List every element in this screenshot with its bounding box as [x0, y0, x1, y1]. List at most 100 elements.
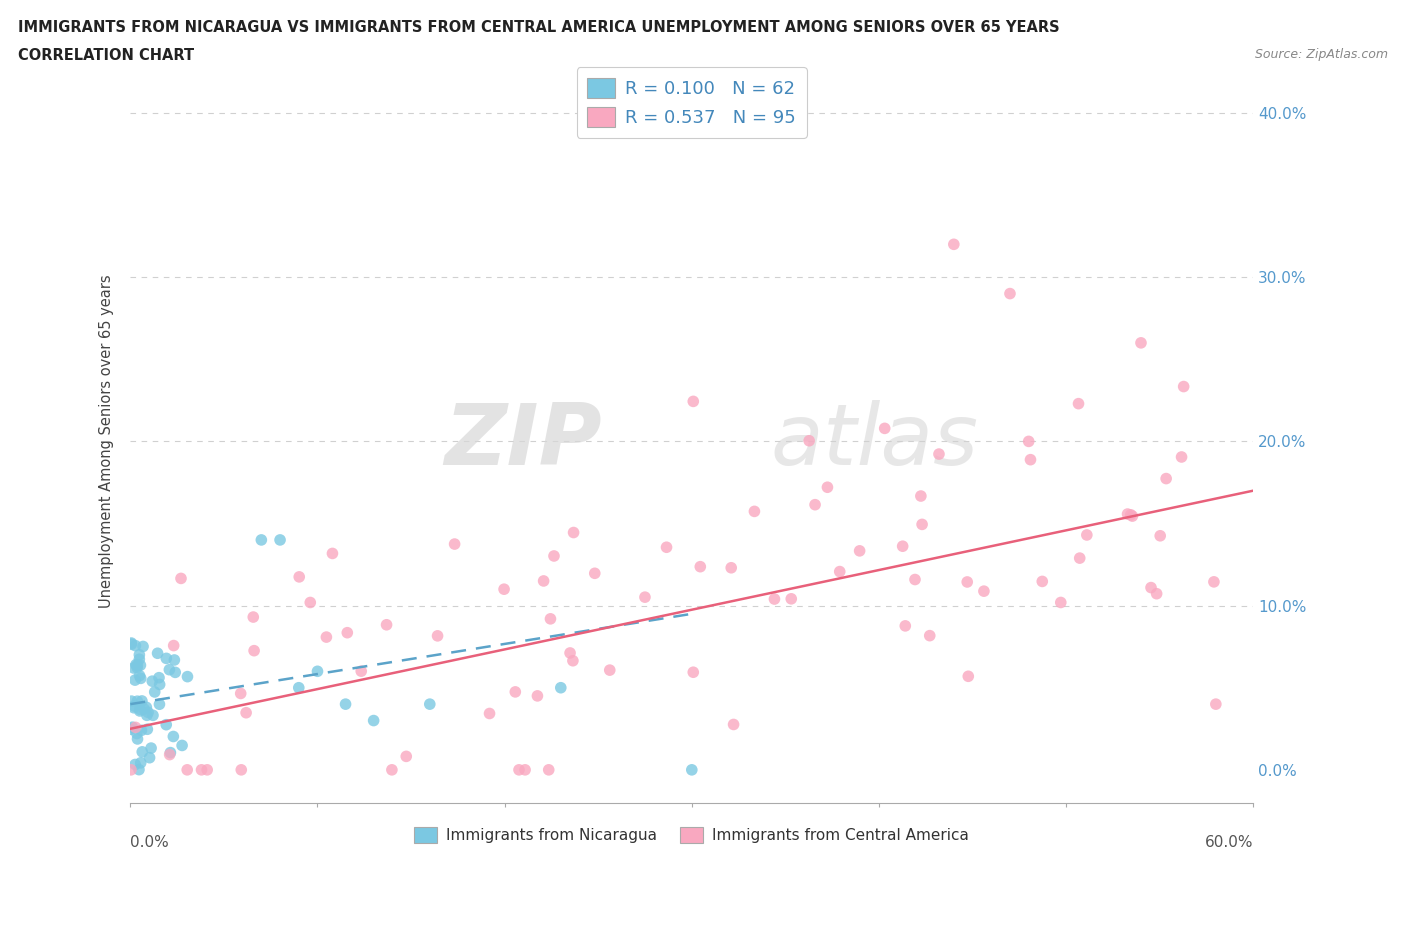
- Point: [269, 533, 291, 548]
- Point: [165, 665, 187, 680]
- Point: [426, 629, 449, 644]
- Point: [172, 738, 194, 753]
- Point: [375, 618, 398, 632]
- Point: [139, 740, 162, 755]
- Text: 60.0%: 60.0%: [1205, 835, 1253, 850]
- Point: [288, 569, 311, 584]
- Point: [122, 660, 145, 675]
- Point: [335, 697, 357, 711]
- Point: [336, 625, 359, 640]
- Point: [513, 763, 536, 777]
- Point: [1154, 472, 1177, 486]
- Point: [135, 708, 157, 723]
- Point: [149, 677, 172, 692]
- Point: [128, 652, 150, 667]
- Point: [998, 286, 1021, 301]
- Point: [124, 720, 146, 735]
- Point: [956, 575, 979, 590]
- Point: [599, 663, 621, 678]
- Point: [873, 421, 896, 436]
- Point: [163, 638, 186, 653]
- Point: [155, 651, 177, 666]
- Point: [242, 610, 264, 625]
- Point: [127, 732, 149, 747]
- Point: [132, 639, 155, 654]
- Point: [942, 237, 965, 252]
- Point: [1049, 595, 1071, 610]
- Point: [129, 658, 152, 672]
- Point: [176, 670, 198, 684]
- Point: [910, 488, 932, 503]
- Point: [231, 763, 253, 777]
- Point: [911, 517, 934, 532]
- Point: [957, 669, 980, 684]
- Point: [135, 700, 157, 715]
- Point: [763, 591, 786, 606]
- Text: ZIP: ZIP: [444, 400, 602, 483]
- Point: [494, 582, 516, 597]
- Point: [1116, 507, 1139, 522]
- Point: [121, 720, 143, 735]
- Point: [817, 480, 839, 495]
- Point: [315, 630, 337, 644]
- Point: [136, 722, 159, 737]
- Point: [918, 628, 941, 643]
- Point: [537, 763, 560, 777]
- Point: [381, 763, 404, 777]
- Point: [120, 763, 142, 777]
- Point: [1202, 575, 1225, 590]
- Point: [299, 595, 322, 610]
- Point: [1130, 336, 1153, 351]
- Point: [533, 574, 555, 589]
- Point: [363, 713, 385, 728]
- Point: [891, 538, 914, 553]
- Point: [419, 697, 441, 711]
- Point: [136, 705, 159, 720]
- Point: [540, 611, 562, 626]
- Point: [682, 394, 704, 409]
- Point: [176, 763, 198, 777]
- Point: [129, 702, 152, 717]
- Point: [146, 645, 169, 660]
- Point: [804, 498, 827, 512]
- Point: [682, 665, 704, 680]
- Point: [1019, 452, 1042, 467]
- Point: [1205, 697, 1227, 711]
- Point: [508, 763, 530, 777]
- Point: [128, 668, 150, 683]
- Point: [195, 763, 218, 777]
- Point: [157, 662, 180, 677]
- Point: [1146, 586, 1168, 601]
- Point: [141, 673, 163, 688]
- Point: [689, 559, 711, 574]
- Point: [155, 717, 177, 732]
- Point: [131, 744, 153, 759]
- Text: CORRELATION CHART: CORRELATION CHART: [18, 48, 194, 63]
- Point: [120, 637, 142, 652]
- Point: [250, 533, 273, 548]
- Point: [828, 565, 851, 579]
- Point: [131, 723, 153, 737]
- Point: [543, 549, 565, 564]
- Point: [148, 697, 170, 711]
- Point: [138, 751, 160, 765]
- Point: [1121, 509, 1143, 524]
- Point: [1069, 551, 1091, 565]
- Point: [505, 684, 527, 699]
- Point: [229, 686, 252, 701]
- Point: [287, 680, 309, 695]
- Point: [928, 446, 950, 461]
- Point: [1067, 396, 1090, 411]
- Point: [1149, 528, 1171, 543]
- Point: [124, 672, 146, 687]
- Point: [307, 664, 329, 679]
- Point: [550, 680, 572, 695]
- Point: [132, 701, 155, 716]
- Point: [321, 546, 343, 561]
- Point: [122, 698, 145, 713]
- Point: [478, 706, 501, 721]
- Legend: Immigrants from Nicaragua, Immigrants from Central America: Immigrants from Nicaragua, Immigrants fr…: [408, 821, 976, 849]
- Point: [120, 722, 142, 737]
- Point: [121, 694, 143, 709]
- Point: [894, 618, 917, 633]
